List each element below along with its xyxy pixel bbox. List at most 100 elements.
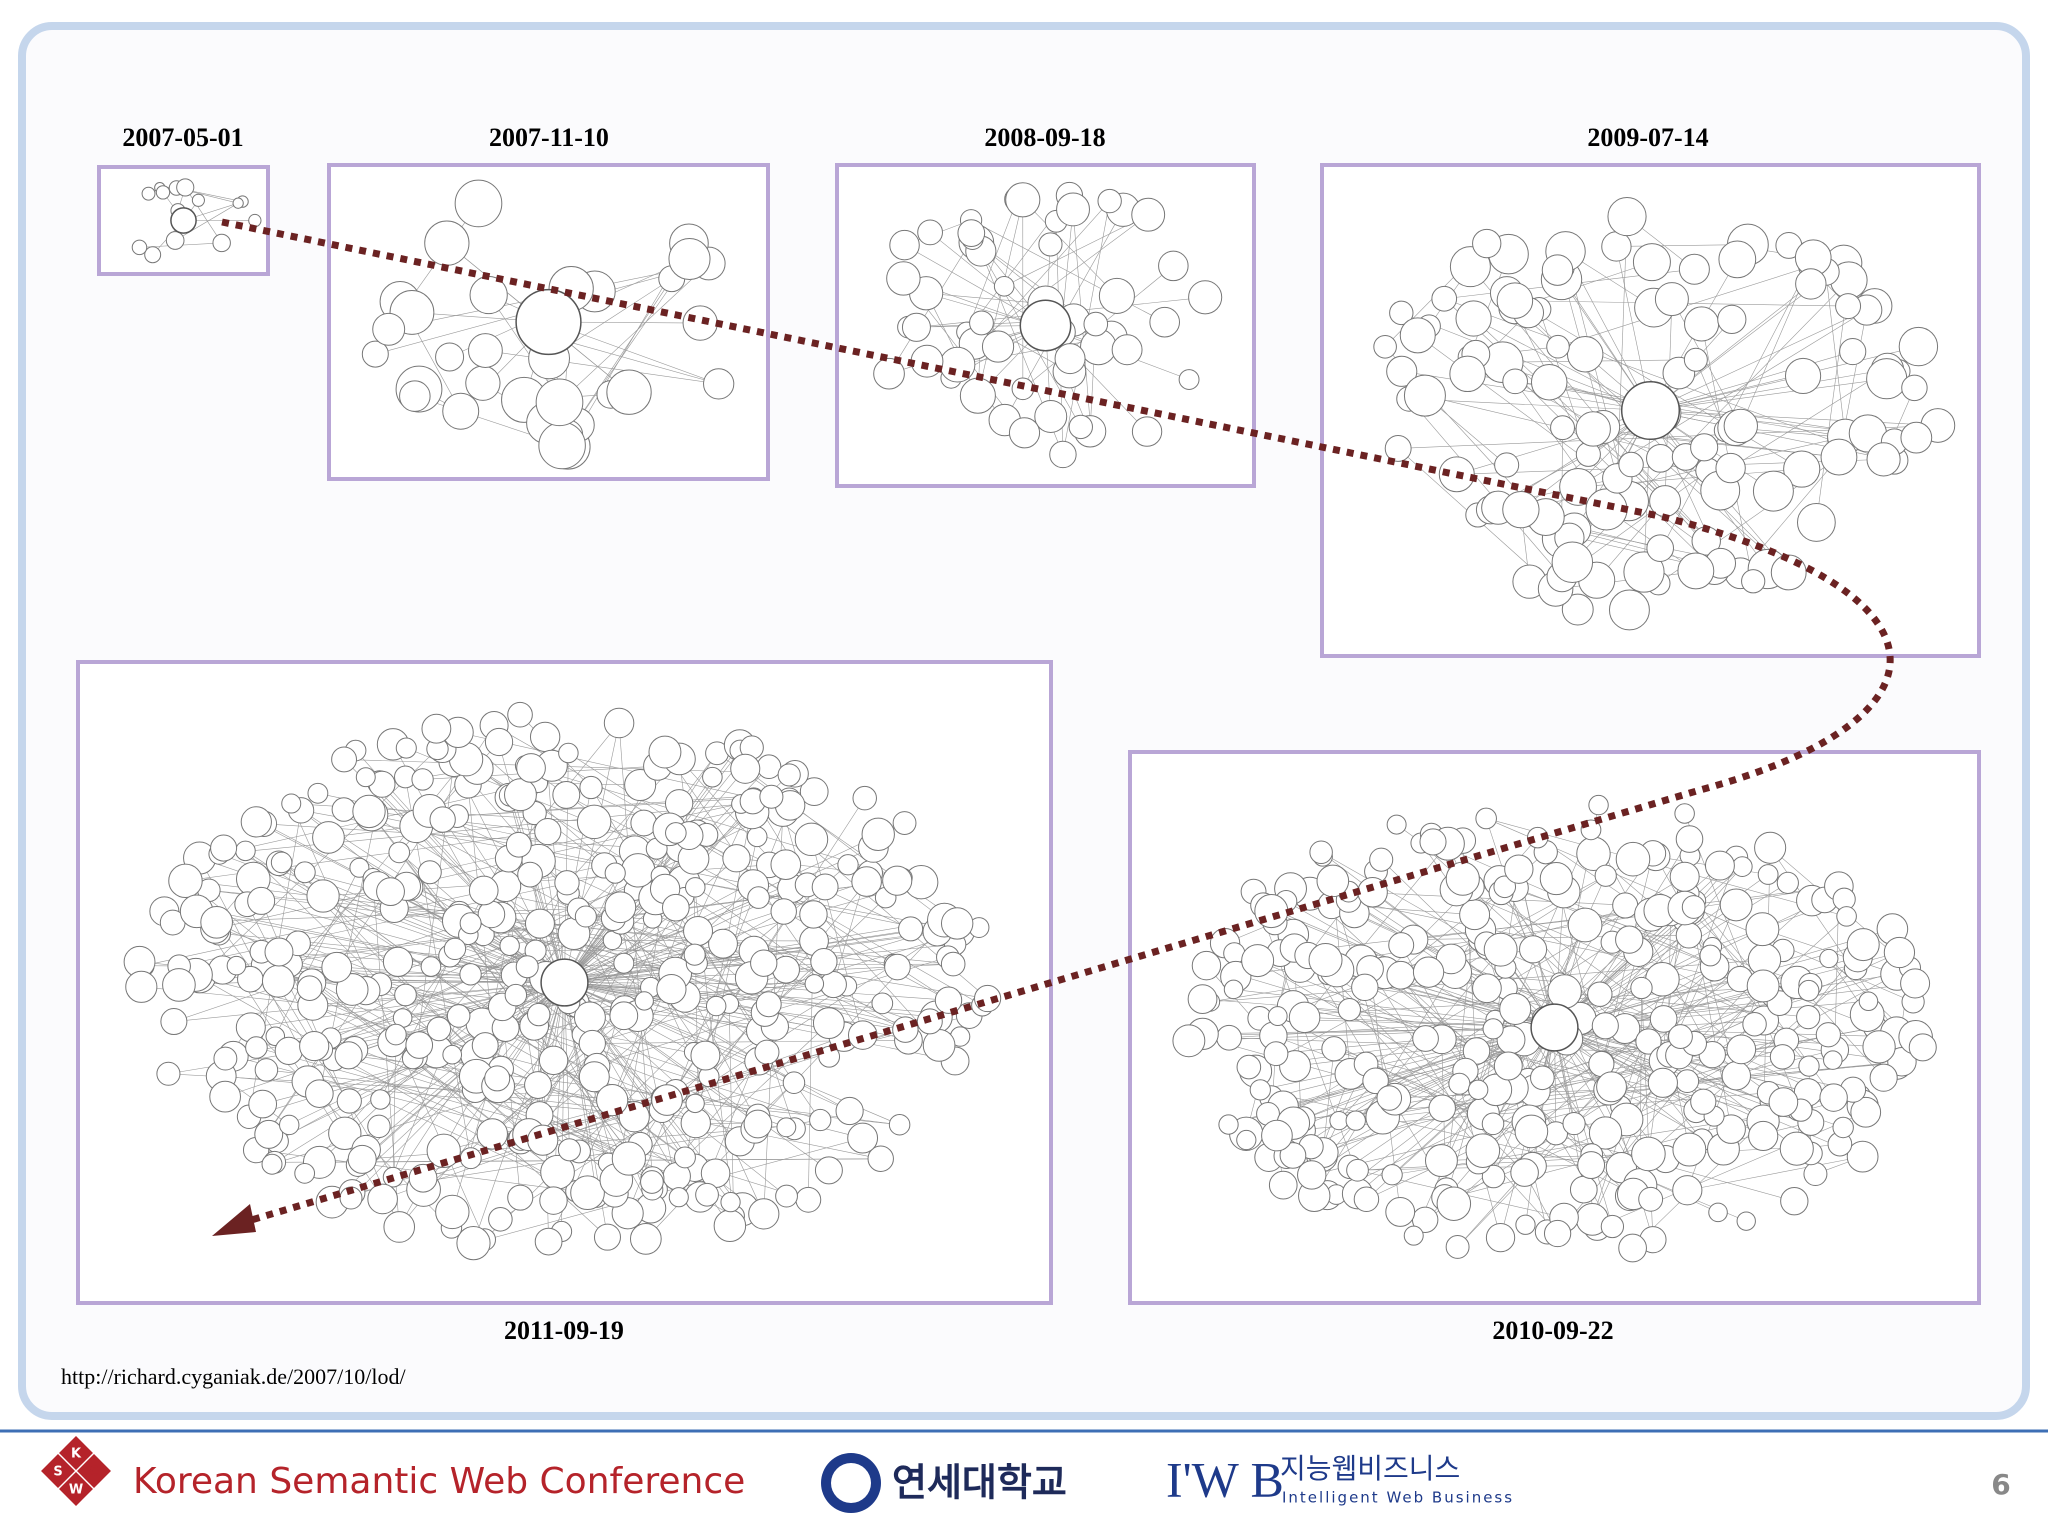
graph-node — [299, 1031, 330, 1062]
graph-node — [1008, 417, 1041, 449]
graph-node — [1346, 1158, 1369, 1182]
graph-node — [355, 767, 376, 788]
graph-node — [435, 1194, 470, 1230]
graph-node — [527, 1002, 551, 1027]
graph-edge — [1605, 916, 1847, 1134]
graph-node — [1493, 1051, 1523, 1081]
graph-node — [640, 1170, 664, 1194]
graph-node — [1384, 434, 1412, 462]
graph-node — [1836, 906, 1857, 927]
graph-hub — [1620, 380, 1681, 441]
graph-node — [1097, 188, 1122, 214]
graph-node — [720, 1192, 741, 1213]
graph-node — [1345, 1110, 1366, 1131]
graph-edge — [1311, 949, 1501, 1176]
graph-node — [1669, 861, 1700, 892]
graph-edge — [1626, 973, 1897, 1120]
graph-node — [755, 991, 782, 1018]
graph-node — [776, 1117, 797, 1138]
graph-node — [191, 193, 205, 207]
graph-node — [294, 1162, 316, 1184]
graph-node — [634, 991, 654, 1011]
graph-node — [1111, 334, 1143, 366]
graph-node — [1467, 1079, 1489, 1100]
graph-node — [1389, 300, 1414, 326]
graph-node — [1726, 1034, 1757, 1065]
graph-node — [596, 1084, 629, 1117]
graph-node — [361, 340, 389, 368]
graph-node — [910, 344, 944, 378]
lod-cloud-panel: 2011-09-19 — [76, 660, 1053, 1345]
graph-node — [1551, 541, 1594, 583]
graph-node — [395, 737, 417, 759]
graph-node — [499, 935, 520, 957]
graph-edge — [221, 1075, 629, 1114]
graph-node — [1499, 992, 1532, 1025]
graph-edge — [1680, 995, 1773, 1037]
graph-node — [131, 239, 148, 256]
graph-node — [1419, 828, 1447, 856]
graph-node — [1515, 1214, 1536, 1235]
graph-node — [722, 844, 751, 873]
graph-edge — [974, 214, 1149, 344]
graph-node — [1748, 1120, 1779, 1151]
graph-edge — [666, 1099, 900, 1126]
lod-cloud-panel: 2009-07-14 — [1320, 123, 1981, 658]
graph-node — [254, 1119, 284, 1149]
graph-node — [1632, 243, 1671, 282]
graph-node — [873, 357, 905, 390]
graph-edge — [1277, 984, 1811, 1017]
graph-node — [683, 916, 714, 947]
graph-node — [442, 392, 480, 430]
graph-node — [558, 742, 579, 764]
graph-node — [695, 1182, 719, 1207]
graph-node — [1675, 1069, 1700, 1094]
graph-node — [1672, 1175, 1703, 1206]
graph-edge — [966, 199, 1018, 333]
graph-node — [1566, 336, 1604, 373]
graph-node — [665, 822, 687, 844]
graph-node — [226, 955, 247, 976]
panel-date: 2009-07-14 — [1587, 123, 1708, 152]
graph-node — [557, 1138, 581, 1162]
graph-node — [1741, 569, 1766, 594]
graph-edge — [926, 292, 1046, 305]
graph-node — [837, 854, 859, 876]
graph-node — [1424, 1144, 1458, 1178]
graph-node — [1236, 1129, 1257, 1151]
graph-node — [125, 970, 158, 1003]
graph-node — [1049, 440, 1077, 469]
graph-node — [1908, 1033, 1937, 1062]
graph-hub — [1530, 1003, 1579, 1052]
graph-node — [756, 754, 782, 780]
graph-node — [1690, 1088, 1717, 1115]
graph-node — [1630, 976, 1653, 1000]
graph-node — [394, 983, 417, 1007]
graph-node — [156, 1061, 181, 1086]
graph-node — [852, 785, 877, 811]
graph-node — [1569, 1175, 1598, 1204]
graph-edge — [970, 219, 1165, 323]
lod-cloud-panel: 2007-11-10 — [327, 123, 770, 481]
graph-node — [1623, 551, 1665, 593]
graph-node — [1504, 854, 1534, 884]
graph-node — [349, 857, 370, 878]
conference-name: Korean Semantic Web Conference — [133, 1461, 745, 1502]
graph-node — [1615, 925, 1644, 954]
graph-node — [162, 968, 196, 1002]
graph-node — [613, 952, 635, 974]
graph-node — [504, 983, 528, 1007]
graph-node — [1635, 1028, 1662, 1055]
graph-node — [1308, 942, 1343, 978]
graph-node — [618, 1101, 650, 1133]
graph-node — [1351, 973, 1379, 1002]
graph-node — [683, 943, 706, 966]
graph-node — [507, 701, 533, 728]
graph-edge — [693, 858, 701, 1197]
university-name: 연세대학교 — [892, 1461, 1067, 1505]
graph-node — [1541, 254, 1574, 286]
graph-edge — [1650, 378, 1887, 411]
graph-node — [399, 380, 431, 412]
graph-node — [770, 898, 797, 925]
graph-edge — [811, 839, 864, 1036]
